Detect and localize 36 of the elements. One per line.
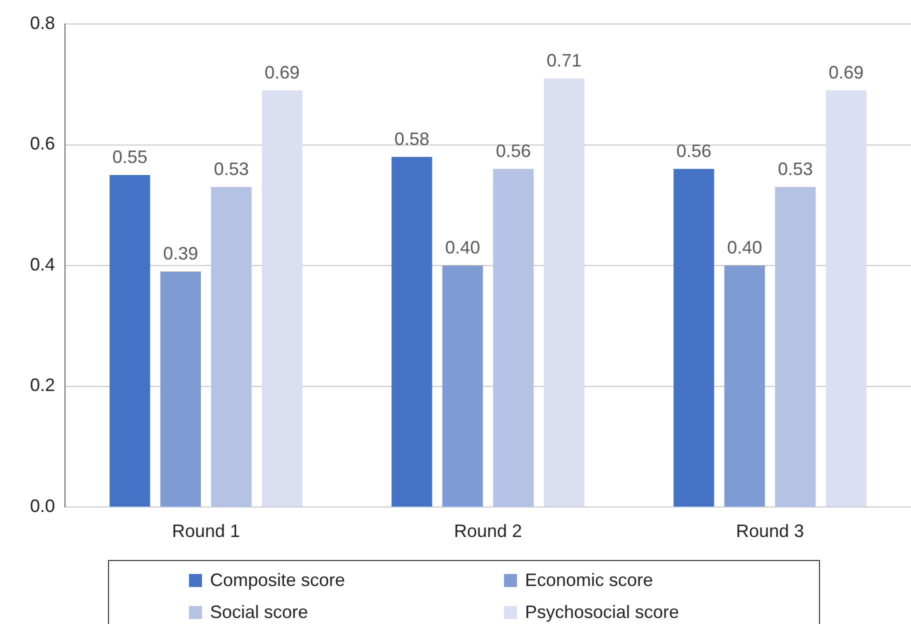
bar: [160, 272, 201, 506]
x-tick-label: Round 1: [172, 520, 240, 541]
data-label: 0.56: [496, 140, 531, 161]
bar: [775, 187, 816, 506]
data-label: 0.56: [676, 140, 712, 161]
x-tick-label: Round 3: [736, 520, 804, 541]
data-label: 0.55: [112, 146, 148, 167]
x-tick-label: Round 2: [454, 520, 522, 541]
y-tick-label: 0.8: [30, 12, 55, 33]
bar: [493, 168, 534, 506]
bar: [826, 90, 866, 506]
data-label: 0.40: [727, 237, 762, 258]
y-tick-label: 0.2: [30, 375, 55, 396]
data-label: 0.69: [264, 62, 300, 82]
y-tick-label: 0.6: [30, 134, 55, 154]
bar: [674, 168, 714, 506]
data-label: 0.40: [445, 237, 480, 258]
bar: [262, 90, 302, 506]
data-label: 0.39: [163, 244, 198, 264]
bar: [724, 266, 765, 506]
legend-label: Composite score: [210, 570, 346, 590]
legend-label: Social score: [210, 602, 308, 622]
data-label: 0.53: [214, 158, 249, 179]
bar: [442, 266, 483, 506]
bar: [110, 174, 150, 506]
bar: [392, 156, 432, 506]
y-tick-label: 0.0: [30, 496, 55, 516]
data-label: 0.71: [546, 50, 582, 70]
bar: [544, 78, 584, 506]
y-tick-label: 0.4: [30, 254, 55, 274]
legend-label: Psychosocial score: [525, 602, 680, 622]
bar: [211, 187, 252, 506]
data-label: 0.69: [828, 62, 864, 82]
data-label: 0.58: [394, 128, 430, 149]
legend-label: Economic score: [525, 570, 654, 590]
data-label: 0.53: [778, 158, 813, 179]
